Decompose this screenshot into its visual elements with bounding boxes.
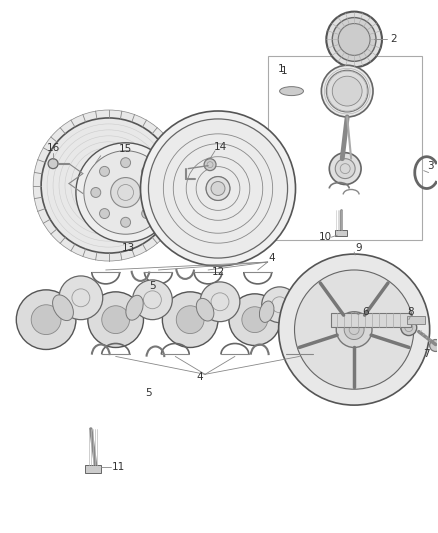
Circle shape xyxy=(401,320,417,336)
Text: 10: 10 xyxy=(319,232,332,242)
Text: 7: 7 xyxy=(424,350,430,359)
Circle shape xyxy=(294,270,414,389)
Circle shape xyxy=(336,312,372,348)
Ellipse shape xyxy=(259,301,274,322)
Circle shape xyxy=(94,171,124,200)
Circle shape xyxy=(120,217,131,227)
Bar xyxy=(331,313,411,327)
Text: 11: 11 xyxy=(112,462,125,472)
Circle shape xyxy=(242,307,268,333)
Text: 13: 13 xyxy=(122,243,135,253)
Circle shape xyxy=(321,65,373,117)
Ellipse shape xyxy=(126,295,143,320)
Circle shape xyxy=(88,292,144,348)
Circle shape xyxy=(91,188,101,197)
Circle shape xyxy=(288,298,331,342)
Text: 4: 4 xyxy=(197,372,203,382)
Circle shape xyxy=(229,294,281,345)
Circle shape xyxy=(204,159,216,171)
Circle shape xyxy=(31,305,61,335)
Circle shape xyxy=(279,254,430,405)
Circle shape xyxy=(326,70,368,112)
Circle shape xyxy=(102,306,130,334)
Text: 16: 16 xyxy=(46,143,60,153)
Circle shape xyxy=(262,287,297,322)
Ellipse shape xyxy=(279,87,304,95)
Circle shape xyxy=(16,290,76,350)
Text: 1: 1 xyxy=(281,66,288,76)
Circle shape xyxy=(338,23,370,55)
Circle shape xyxy=(332,18,376,61)
Circle shape xyxy=(176,306,204,334)
Circle shape xyxy=(99,166,110,176)
Circle shape xyxy=(59,276,103,320)
Text: 3: 3 xyxy=(427,160,434,171)
Circle shape xyxy=(329,153,361,184)
Ellipse shape xyxy=(53,295,74,320)
Circle shape xyxy=(76,143,175,242)
Circle shape xyxy=(111,177,141,207)
Circle shape xyxy=(344,320,364,340)
Text: 2: 2 xyxy=(391,35,397,44)
Text: 14: 14 xyxy=(213,142,226,152)
Text: 6: 6 xyxy=(363,306,369,317)
Text: 9: 9 xyxy=(356,243,362,253)
Text: 8: 8 xyxy=(407,306,414,317)
Circle shape xyxy=(141,111,296,266)
Circle shape xyxy=(84,151,167,234)
Text: 5: 5 xyxy=(145,388,152,398)
Circle shape xyxy=(148,119,288,258)
Circle shape xyxy=(430,340,438,351)
Bar xyxy=(335,230,347,236)
Circle shape xyxy=(162,292,218,348)
Circle shape xyxy=(206,176,230,200)
Ellipse shape xyxy=(196,298,214,321)
Circle shape xyxy=(326,12,382,67)
Circle shape xyxy=(335,159,355,179)
Circle shape xyxy=(120,158,131,168)
Bar xyxy=(407,316,425,324)
Circle shape xyxy=(33,110,184,261)
Text: 12: 12 xyxy=(212,267,225,277)
Circle shape xyxy=(142,208,152,219)
Circle shape xyxy=(211,182,225,196)
Text: 5: 5 xyxy=(149,281,156,291)
Circle shape xyxy=(133,280,172,320)
Text: 1: 1 xyxy=(278,64,285,74)
Circle shape xyxy=(142,166,152,176)
Bar xyxy=(268,56,422,240)
Circle shape xyxy=(200,282,240,321)
Circle shape xyxy=(298,309,320,330)
Circle shape xyxy=(48,159,58,168)
Bar xyxy=(85,465,101,473)
Circle shape xyxy=(332,76,362,106)
Circle shape xyxy=(99,208,110,219)
Text: 15: 15 xyxy=(119,144,132,154)
Circle shape xyxy=(150,188,160,197)
Text: 4: 4 xyxy=(268,253,275,263)
